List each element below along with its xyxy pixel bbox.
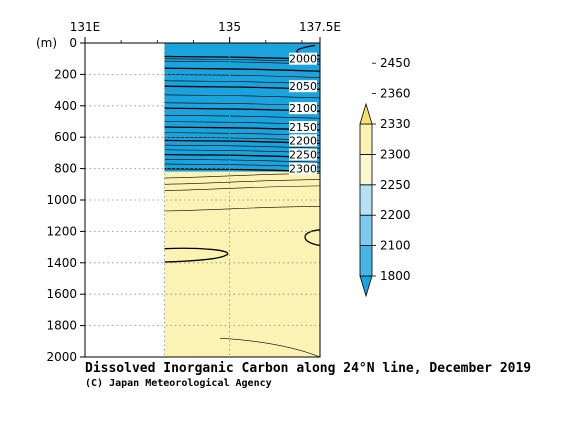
y-tick-label: 1000 — [46, 193, 77, 207]
y-tick-label: 0 — [69, 36, 77, 50]
credit-text: (C) Japan Meteorological Agency — [85, 377, 272, 389]
colorbar-tick-label: 2300 — [380, 147, 411, 161]
y-unit-label: (m) — [36, 36, 57, 50]
colorbar-tick-label: 2330 — [380, 117, 411, 131]
colorbar-tick-label: 2200 — [380, 208, 411, 222]
colorbar-tick-label: 2250 — [380, 178, 411, 192]
contour-line — [164, 144, 321, 149]
colorbar-segment — [359, 102, 373, 125]
colorbar-tick-label: 1800 — [380, 269, 411, 283]
contour-line — [164, 94, 321, 99]
y-tick-label: 800 — [54, 162, 77, 176]
y-tick-label: 600 — [54, 130, 77, 144]
contour-label-bg — [289, 102, 317, 115]
contour-line — [164, 158, 321, 163]
contour-label: 2200 — [289, 134, 317, 147]
colorbar-segment — [359, 214, 373, 246]
x-tick-label: 135 — [218, 20, 241, 34]
y-tick-label: 1800 — [46, 319, 77, 333]
colorbar-segment — [359, 153, 373, 186]
colorbar-segment — [359, 275, 373, 298]
band-1 — [164, 171, 320, 357]
contour-label: 2150 — [289, 121, 317, 134]
contour-label-bg — [289, 134, 317, 147]
contour-label-bg — [289, 80, 317, 93]
chart-title: Dissolved Inorganic Carbon along 24°N li… — [85, 361, 531, 376]
contour-line — [164, 205, 321, 212]
colorbar-segment — [359, 123, 373, 155]
y-tick-label: 1400 — [46, 256, 77, 270]
colorbar-tick-label: 2100 — [380, 239, 411, 253]
colorbar: 1800 2100 2200 2250 2300 2330 2360 2450 — [359, 56, 411, 298]
contour-line — [164, 247, 229, 263]
colorbar-tick-label: 2450 — [380, 56, 411, 70]
y-tick-label: 200 — [54, 67, 77, 81]
contour-label-bg — [289, 120, 317, 133]
contour-line — [164, 179, 321, 185]
colorbar-tick-label: 2360 — [380, 87, 411, 101]
contour-line — [164, 114, 321, 119]
contour-label-bg — [289, 148, 317, 161]
x-tick-label: 137.5E — [299, 20, 341, 34]
contour-label: 2050 — [289, 80, 317, 93]
y-tick-label: 1600 — [46, 287, 77, 301]
x-tick-label: 131E — [70, 20, 101, 34]
contour-line — [164, 185, 321, 191]
gridlines — [85, 43, 320, 357]
contour-label: 2100 — [289, 102, 317, 115]
contour-label-bg — [289, 162, 317, 175]
contour-label-bg — [289, 52, 317, 65]
contour-line — [164, 67, 321, 72]
contour-label: 2250 — [289, 148, 317, 161]
y-tick-label: 400 — [54, 99, 77, 113]
contour-label: 2000 — [289, 53, 317, 66]
contour-line — [304, 229, 321, 247]
colorbar-segment — [359, 184, 373, 216]
y-axis: 0 200 400 600 800 1000 1200 1400 1600 1800 2000 — [46, 36, 85, 364]
contour-line — [164, 74, 321, 78]
x-axis: 131E 135 137.5E — [70, 20, 341, 43]
y-tick-label: 2000 — [46, 350, 77, 364]
contour-line — [219, 337, 321, 358]
y-tick-label: 1200 — [46, 224, 77, 238]
colorbar-segment — [359, 245, 373, 277]
contour-label: 2300 — [289, 163, 317, 176]
